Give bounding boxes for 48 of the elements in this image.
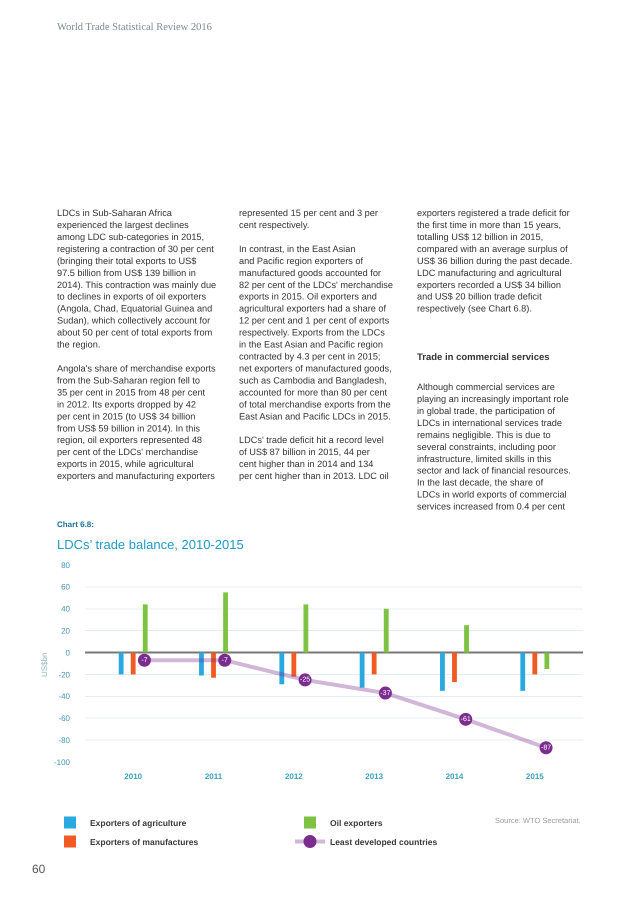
x-tick-label: 2010 [124, 772, 143, 781]
bar [440, 652, 445, 691]
bar [130, 652, 136, 674]
x-tick-label: 2014 [446, 772, 464, 781]
y-axis-title: US$bn [40, 652, 49, 677]
bar [520, 652, 526, 691]
chart-title: LDCs’ trade balance, 2010-2015 [57, 537, 244, 552]
y-tick-label: 60 [61, 582, 71, 592]
bar [372, 652, 377, 674]
x-tick-label: 2012 [284, 772, 304, 781]
text: exporters registered a trade deficit for the first time in more than 15 years, totalling US$ 12 billion in 2015, compared with an average surplus of US$ 36 billion during the past decade. LDC manufacturing and agricultural exporters recorded a US$ 34 billion and US$ 20 billion trade deficit respectively (see Chart 6.8). [417, 208, 572, 314]
legend-label: Exporters of manufactures [90, 836, 198, 847]
y-tick-label: 0 [66, 648, 71, 658]
bar [452, 652, 457, 682]
text: Although commercial services are playing an increasingly important role in global trade, the participation of LDCs in international services trade remains negligible. This is due to several constraints, including poor infrastructure, limited skills in this sector and lack of financial resources. In the last decade, the share of LDCs in world exports of commercial services increased from 0.4 per cent [417, 382, 571, 512]
y-tick-label: 40 [61, 604, 71, 614]
legend-label: Least developed countries [330, 836, 438, 847]
y-tick-label: 80 [61, 560, 71, 570]
text: Trade in commercial services [417, 352, 550, 363]
bar [384, 608, 389, 653]
y-tick-label: -80 [58, 736, 71, 745]
y-tick-label: 20 [61, 626, 71, 636]
text: 60 [32, 862, 46, 876]
bar [223, 592, 228, 653]
bar [303, 604, 308, 653]
chart-subtitle: Chart 6.8: [57, 520, 94, 529]
text: LDCs in Sub-Saharan Africa experienced the largest declines among LDC sub-categories in 2015, registering a contraction of 30 per cent (bringing their total exports to US$ 97.5 billion from US$ 139 billion in 2014). This contraction was mainly due to declines in exports of oil exporters (Angola, Chad, Equatorial Guinea and Sudan), which collectively account for about 50 per cent of total exports from the region. Angola's share of merchandise exports from the Sub-Saharan region fell to 35 per cent in 2015 from 48 per cent in 2012. Its exports dropped by 42 per cent in 2015 (to US$ 34 billion from US$ 59 billion in 2014). In this region, oil exporters represented 48 per cent of the LDCs' merchandise exports in 2015, while agricultural exporters and manufacturing exporters [57, 208, 216, 482]
bar [464, 625, 469, 653]
bar [199, 652, 204, 676]
x-tick-label: 2011 [204, 772, 223, 781]
text: World Trade Statistical Review 2016 [57, 22, 212, 33]
bar [360, 652, 365, 688]
y-tick-label: -100 [54, 758, 71, 767]
y-tick-label: -40 [58, 692, 71, 702]
bar [142, 604, 148, 653]
bar [118, 652, 124, 674]
bar [279, 652, 284, 684]
bar [291, 652, 296, 677]
legend-label: Oil exporters [330, 818, 383, 828]
text: represented 15 per cent and 3 per cent respectively. In contrast, in the East Asian and Pacific region exporters of manufactured goods accounted for 82 per cent of the LDCs' merchandise exports in 2015. Oil exporters and agricultural exporters had a share of 12 per cent and 1 per cent of exports respectively. Exports from the LDCs in the East Asian and Pacific region contracted by 4.3 per cent in 2015; net exporters of manufactured goods, such as Cambodia and Bangladesh, accounted for more than 80 per cent of total merchandise exports from the East Asian and Pacific LDCs in 2015. LDCs' trade deficit hit a record level of US$ 87 billion in 2015, 44 per cent higher than in 2014 and 134 per cent higher than in 2013. LDC oil [239, 208, 393, 482]
legend-label: Exporters of agriculture [90, 818, 187, 828]
x-tick-label: 2013 [365, 772, 384, 781]
bar [211, 652, 216, 678]
y-tick-label: -20 [58, 670, 71, 680]
x-tick-label: 2015 [526, 772, 544, 781]
y-tick-label: -60 [58, 714, 71, 724]
bar [532, 652, 538, 674]
bar [544, 652, 550, 669]
